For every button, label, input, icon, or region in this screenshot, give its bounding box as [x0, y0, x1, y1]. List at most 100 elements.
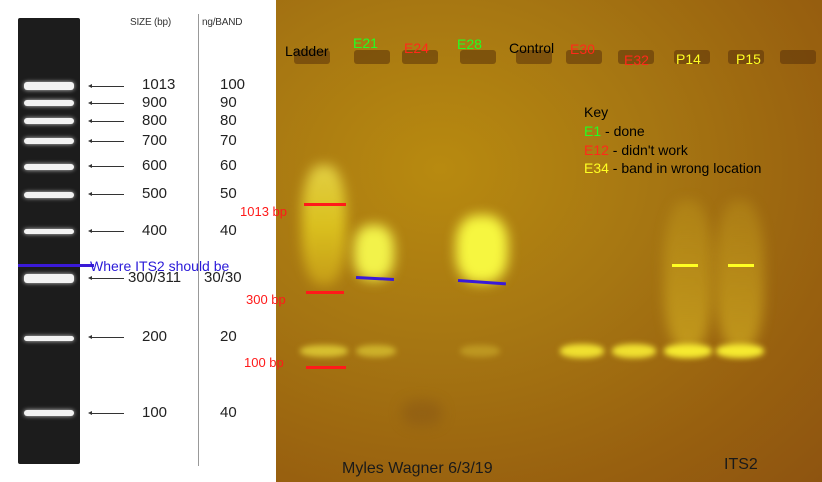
- key-desc: - band in wrong location: [608, 160, 762, 176]
- ref-arrow: [88, 164, 124, 168]
- ladder-band-300: [24, 274, 74, 283]
- ref-size: 300/311: [128, 269, 182, 286]
- gel-photo: Ladder E21 E24 E28 Control E30 E32 P14 P…: [276, 0, 822, 482]
- sample-band: [356, 345, 396, 357]
- key-desc: - didn't work: [608, 142, 688, 158]
- band-marker-p14: [672, 264, 698, 267]
- well: [294, 50, 330, 64]
- ref-size: 900: [142, 94, 168, 111]
- ref-ng: 90: [220, 94, 237, 111]
- its2-indicator-line: [18, 264, 94, 267]
- ref-ng: 20: [220, 328, 237, 345]
- lane-label-e28: E28: [457, 36, 482, 52]
- well: [674, 50, 710, 64]
- well: [516, 50, 552, 64]
- ladder-band-900: [24, 100, 74, 106]
- ladder-band-200: [24, 336, 74, 341]
- sample-band-e30: [560, 344, 604, 358]
- ladder-band-700: [24, 138, 74, 144]
- bp-label-300: 300 bp: [246, 292, 286, 307]
- ref-ng: 100: [220, 76, 246, 93]
- ng-header: ng/BAND: [202, 17, 243, 28]
- smear-p14: [664, 200, 712, 350]
- ref-size: 600: [142, 157, 168, 174]
- key-entry-failed: E12 - didn't work: [584, 142, 688, 158]
- key-entry-wrong-location: E34 - band in wrong location: [584, 160, 761, 176]
- lane-label-e24: E24: [404, 40, 429, 56]
- key-entry-done: E1 - done: [584, 123, 645, 139]
- ref-arrow: [88, 276, 124, 280]
- well: [354, 50, 390, 64]
- well: [728, 50, 764, 64]
- lane-label-e21: E21: [353, 35, 378, 51]
- ladder-band-500: [24, 192, 74, 198]
- sample-band-e28: [456, 215, 508, 283]
- ref-size: 200: [142, 328, 168, 345]
- ref-ng: 50: [220, 185, 237, 202]
- key-desc: - done: [601, 123, 645, 139]
- sample-band-e21: [354, 225, 394, 280]
- well: [618, 50, 654, 64]
- gel-artifact: [402, 400, 442, 426]
- ladder-band-1013: [24, 82, 74, 90]
- band-marker-p15: [728, 264, 754, 267]
- ladder-band-800: [24, 118, 74, 124]
- bp-label-100: 100 bp: [244, 355, 284, 370]
- ref-size: 400: [142, 222, 168, 239]
- ref-size: 800: [142, 112, 168, 129]
- size-header: SIZE (bp): [130, 17, 171, 28]
- ladder-smear: [302, 165, 346, 285]
- ref-arrow: [88, 229, 124, 233]
- key-code: E34: [584, 160, 609, 176]
- ladder-band-400: [24, 229, 74, 234]
- ladder-band-600: [24, 164, 74, 170]
- ref-size: 1013: [142, 76, 176, 93]
- marker-line-1013: [304, 203, 346, 206]
- lane-label-e32: E32: [624, 52, 649, 68]
- bp-label-1013: 1013 bp: [240, 204, 287, 219]
- well: [566, 50, 602, 64]
- ref-arrow: [88, 119, 124, 123]
- lane-label-p14: P14: [676, 51, 701, 67]
- ref-ng: 40: [220, 222, 237, 239]
- ref-size: 700: [142, 132, 168, 149]
- ref-ng: 30/30: [204, 269, 242, 286]
- marker-line-100: [306, 366, 346, 369]
- sample-band-p15: [716, 344, 764, 358]
- key-code: E12: [584, 142, 609, 158]
- its2-annotation: Where ITS2 should be: [90, 258, 230, 274]
- ref-divider: [198, 14, 199, 466]
- ladder-band: [300, 345, 348, 357]
- author-date: Myles Wagner 6/3/19: [342, 460, 493, 477]
- target-label: ITS2: [724, 456, 758, 473]
- ref-ng: 80: [220, 112, 237, 129]
- ref-arrow: [88, 192, 124, 196]
- well: [780, 50, 816, 64]
- ref-ng: 40: [220, 404, 237, 421]
- sample-band-e32: [612, 344, 656, 358]
- ladder-band-100: [24, 410, 74, 416]
- reference-ladder-panel: SIZE (bp) ng/BAND 1013 100 900 90 800 80…: [0, 0, 276, 482]
- key-code: E1: [584, 123, 602, 139]
- ref-ng: 60: [220, 157, 237, 174]
- marker-line-300: [306, 291, 344, 294]
- expected-line-e28: [457, 279, 506, 286]
- well: [402, 50, 438, 64]
- ladder-gel-strip: [18, 18, 80, 464]
- sample-band: [460, 345, 500, 357]
- well: [460, 50, 496, 64]
- key-title: Key: [584, 104, 609, 120]
- sample-band-p14: [664, 344, 712, 358]
- lane-label-e30: E30: [570, 41, 595, 57]
- ref-arrow: [88, 411, 124, 415]
- smear-p15: [716, 200, 764, 350]
- ref-arrow: [88, 335, 124, 339]
- lane-label-p15: P15: [736, 51, 761, 67]
- lane-label-ladder: Ladder: [285, 43, 329, 59]
- ref-size: 500: [142, 185, 168, 202]
- ref-arrow: [88, 84, 124, 88]
- lane-label-control: Control: [509, 40, 555, 56]
- ref-ng: 70: [220, 132, 237, 149]
- expected-line-e21: [355, 276, 395, 281]
- ref-size: 100: [142, 404, 168, 421]
